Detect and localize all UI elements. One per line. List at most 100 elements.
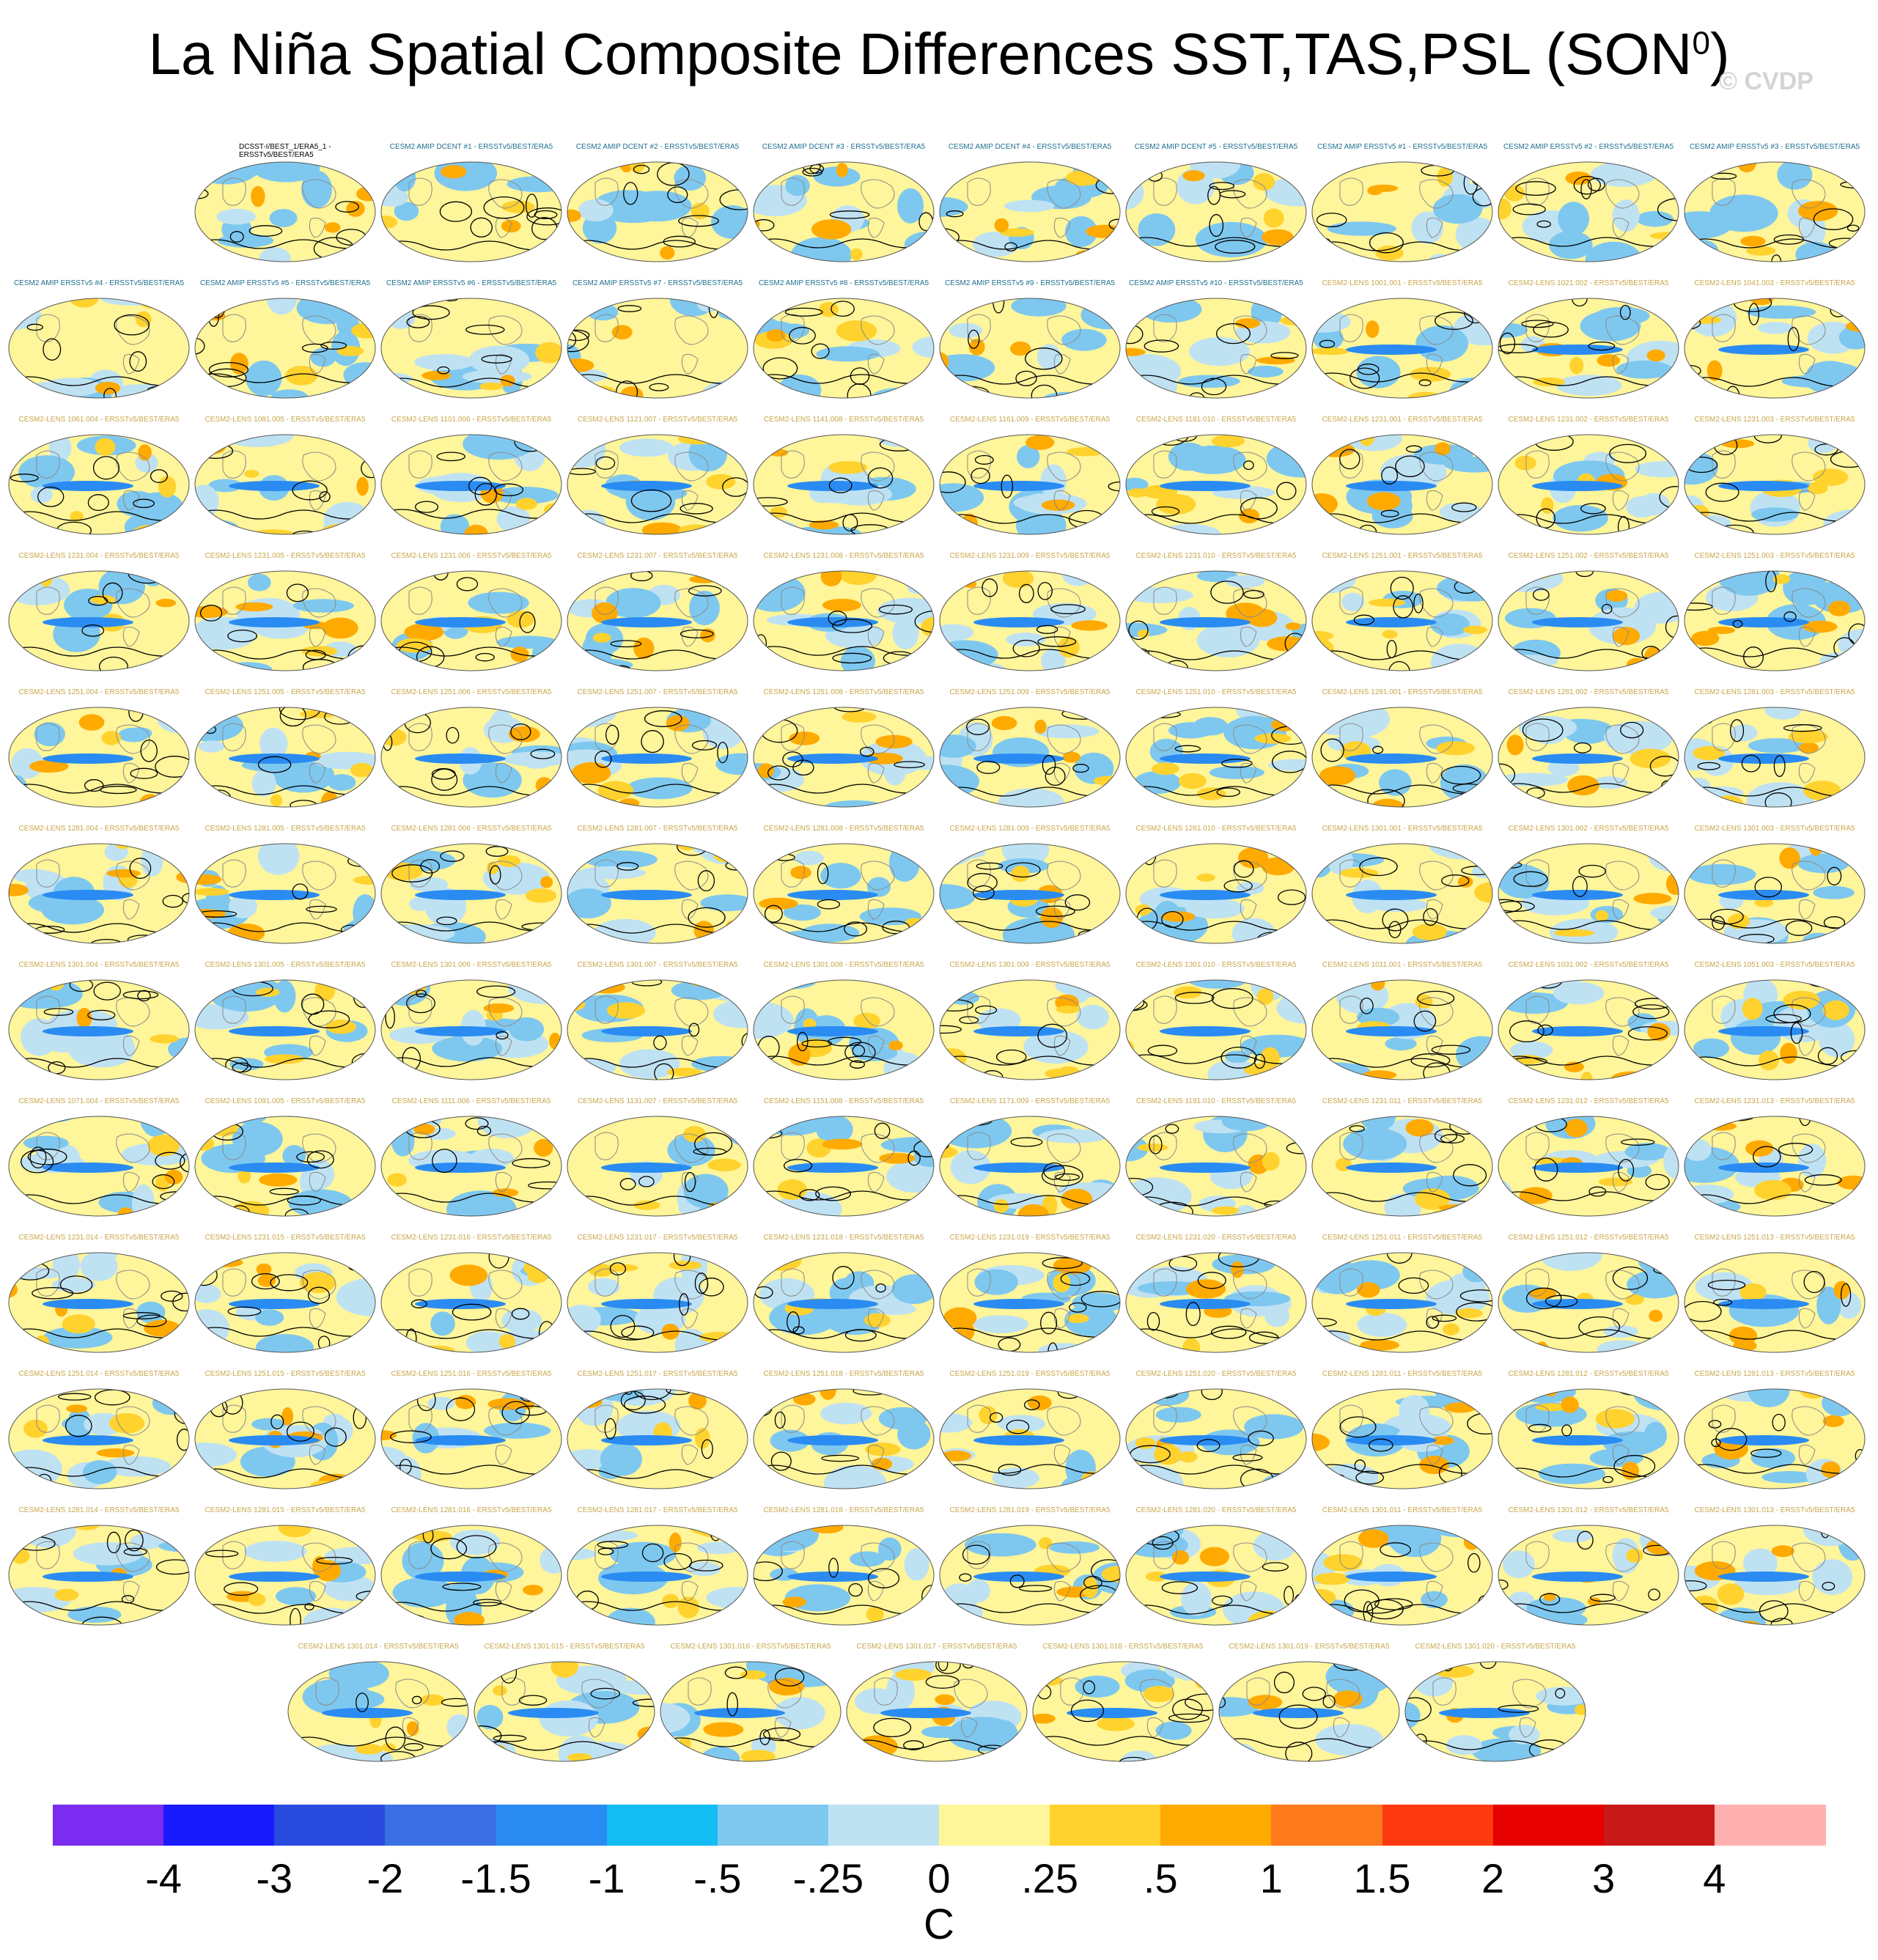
warm-anomaly-patch (278, 1525, 312, 1538)
psl-contour (1697, 762, 1720, 770)
continent-outline (1525, 723, 1640, 784)
psl-contour (1720, 1116, 1756, 1121)
composite-map (380, 1388, 562, 1489)
psl-contour (356, 1692, 369, 1712)
warm-anomaly-patch (1314, 1572, 1350, 1585)
warm-anomaly-patch (1462, 625, 1487, 635)
warm-anomaly-patch (1721, 439, 1755, 449)
panel-label: CESM2-LENS 1281.009 - ERSSTv5/BEST/ERA5 (949, 825, 1111, 833)
psl-contour (1127, 435, 1141, 453)
psl-contour (1577, 1530, 1594, 1550)
psl-contour (351, 1053, 375, 1072)
psl-contour (1126, 786, 1306, 796)
cool-anomaly-patch (1730, 1019, 1781, 1055)
warm-anomaly-patch (1009, 341, 1031, 356)
psl-contour (474, 482, 498, 506)
cold-tongue (973, 617, 1064, 627)
warm-anomaly-patch (1550, 1749, 1573, 1761)
warm-anomaly-patch (858, 1735, 898, 1758)
cool-anomaly-patch (325, 1547, 375, 1565)
psl-contour (597, 1547, 614, 1555)
warm-anomaly-patch (195, 874, 222, 885)
map-panel: CESM2-LENS 1251.009 - ERSSTv5/BEST/ERA5 (938, 688, 1122, 809)
psl-contour (962, 1544, 990, 1565)
psl-contour (1126, 1465, 1306, 1475)
cold-tongue (43, 617, 133, 627)
panel-label: CESM2-LENS 1121.007 - ERSSTv5/BEST/ERA5 (577, 416, 738, 424)
map-border (1311, 298, 1493, 399)
psl-contour (1037, 1023, 1068, 1048)
warm-anomaly-patch (381, 215, 398, 229)
map-panel: CESM2-LENS 1151.008 - ERSSTv5/BEST/ERA5 (752, 1097, 935, 1218)
cool-anomaly-patch (1001, 844, 1050, 866)
continent-outline (408, 450, 523, 511)
composite-map (1125, 1116, 1307, 1217)
cool-anomaly-patch (1783, 571, 1828, 606)
psl-contour (610, 640, 642, 648)
warm-anomaly-patch (349, 1256, 375, 1271)
psl-contour (1750, 1448, 1782, 1458)
warm-anomaly-patch (1212, 1206, 1240, 1215)
warm-anomaly-patch (669, 1532, 682, 1552)
cool-anomaly-patch (269, 209, 298, 227)
psl-contour (1091, 1559, 1120, 1583)
psl-contour (754, 646, 934, 656)
composite-map (753, 707, 935, 808)
cool-anomaly-patch (266, 298, 298, 315)
cold-tongue (1346, 890, 1437, 900)
warm-anomaly-patch (534, 163, 548, 174)
warm-anomaly-patch (1435, 442, 1451, 456)
cool-anomaly-patch (1746, 782, 1814, 807)
map-border (1684, 1388, 1866, 1489)
cold-tongue (1718, 1299, 1809, 1309)
warm-anomaly-patch (1740, 235, 1766, 247)
warm-anomaly-patch (1691, 630, 1720, 646)
composite-map (380, 298, 562, 399)
cool-anomaly-patch (1472, 254, 1492, 262)
cool-anomaly-patch (1126, 1177, 1192, 1215)
cool-anomaly-patch (1440, 764, 1489, 802)
continent-outline (1339, 995, 1454, 1056)
warm-anomaly-patch (567, 1753, 592, 1761)
psl-contour (1498, 237, 1679, 247)
map-border (1498, 979, 1679, 1080)
cool-anomaly-patch (587, 303, 619, 321)
psl-contour (159, 1389, 189, 1400)
composite-map (1311, 1252, 1493, 1353)
psl-contour (940, 1464, 1120, 1474)
psl-contour (1423, 907, 1438, 926)
continent-outline (1525, 1132, 1640, 1193)
map-panel: CESM2-LENS 1231.012 - ERSSTv5/BEST/ERA5 (1497, 1097, 1680, 1218)
psl-contour (1119, 1756, 1149, 1761)
psl-contour (1578, 864, 1606, 878)
map-border (753, 1388, 935, 1489)
map-border (939, 1388, 1121, 1489)
continent-outline (36, 995, 150, 1056)
map-panel: CESM2-LENS 1091.005 - ERSSTv5/BEST/ERA5 (194, 1097, 377, 1218)
warm-anomaly-patch (1053, 1273, 1071, 1293)
psl-contour (1684, 918, 1865, 929)
psl-contour (103, 388, 117, 398)
psl-contour (754, 374, 934, 384)
psl-contour (1418, 379, 1432, 386)
map-panel: CESM2 AMIP DCENT #1 - ERSSTv5/BEST/ERA5 (380, 143, 563, 264)
psl-contour (1168, 1713, 1210, 1723)
composite-map (753, 298, 935, 399)
panel-grid: DCSST-I/BEST_1/ERA5_1 - ERSSTv5/BEST/ERA… (8, 143, 1866, 1762)
psl-contour (528, 1181, 561, 1190)
warm-anomaly-patch (1333, 1690, 1363, 1707)
psl-contour (784, 307, 823, 317)
warm-anomaly-patch (1161, 911, 1196, 922)
psl-contour (1619, 304, 1631, 320)
warm-anomaly-patch (1739, 1283, 1767, 1302)
map-panel: CESM2-LENS 1191.010 - ERSSTv5/BEST/ERA5 (1124, 1097, 1308, 1218)
psl-contour (9, 784, 189, 794)
warm-anomaly-patch (1360, 1339, 1399, 1351)
map-border (1125, 298, 1307, 399)
panel-label: CESM2-LENS 1301.015 - ERSSTv5/BEST/ERA5 (484, 1643, 645, 1651)
warm-anomaly-patch (66, 1404, 87, 1413)
continent-outline (1339, 314, 1454, 375)
map-border (380, 1388, 562, 1489)
composite-map (287, 1661, 469, 1762)
cool-anomaly-patch (258, 844, 300, 875)
